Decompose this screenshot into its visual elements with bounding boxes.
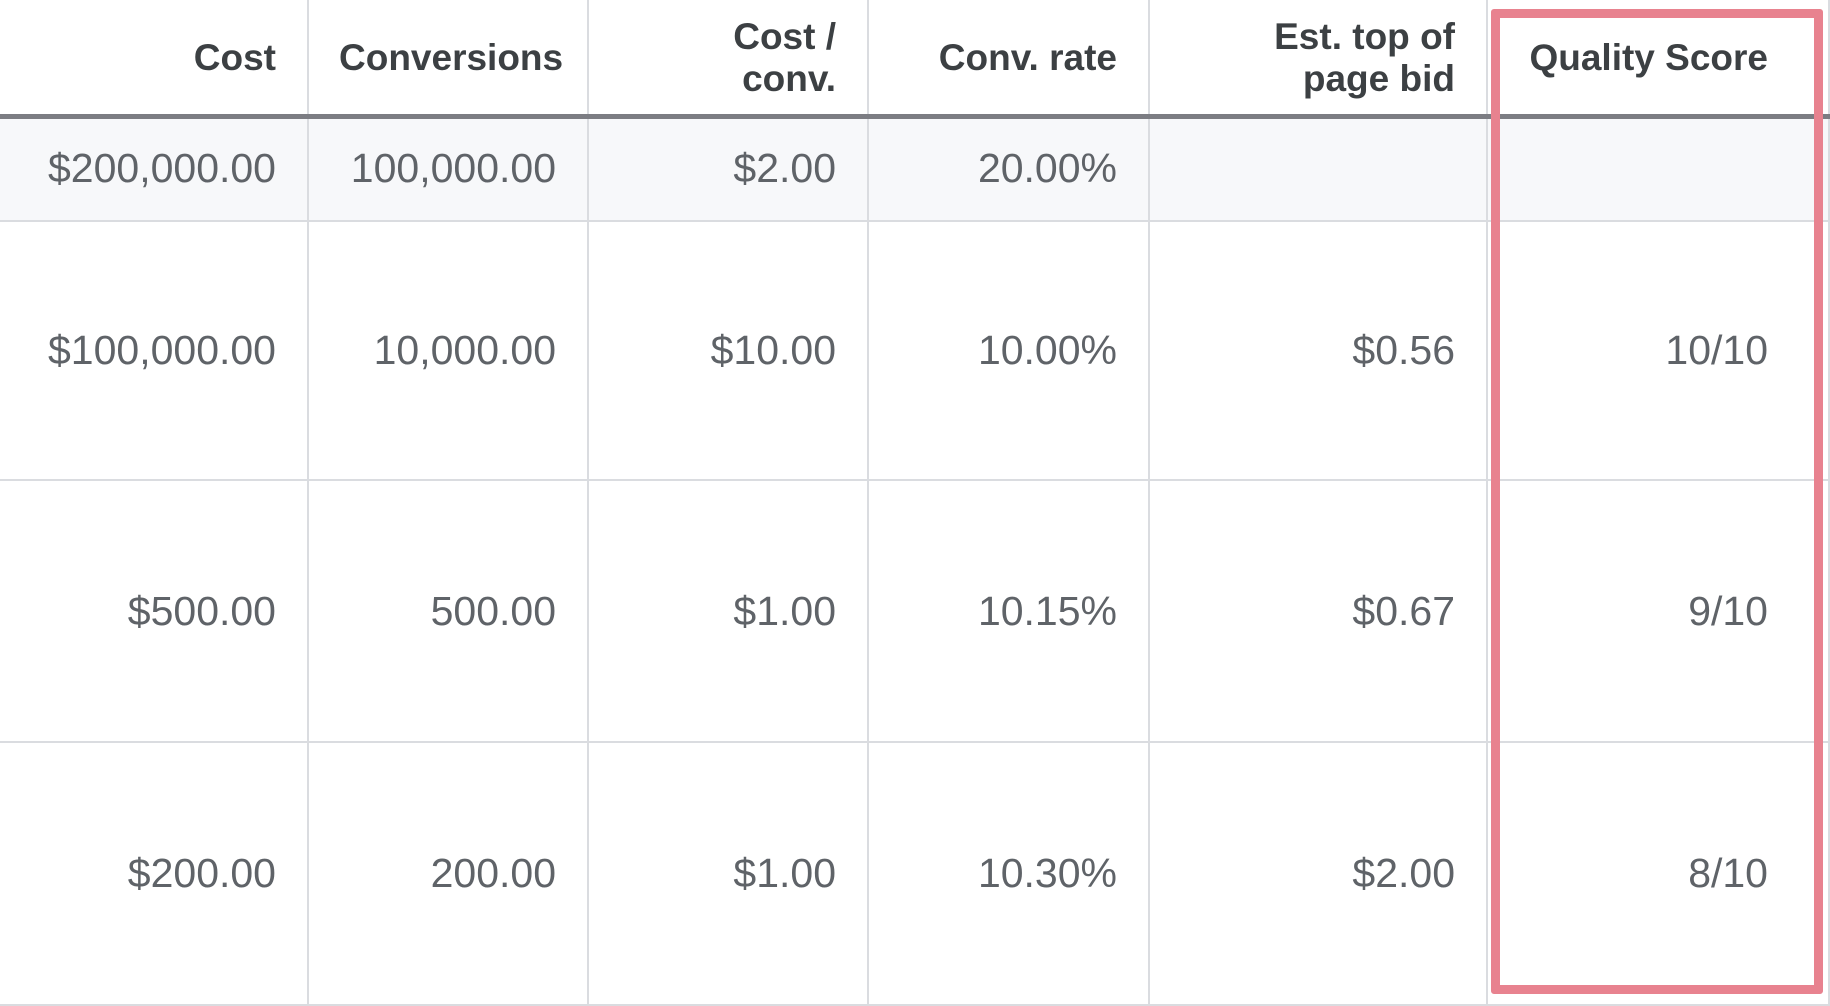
data-cell: $0.56 xyxy=(1150,222,1488,481)
data-cell: 10/10 xyxy=(1488,222,1830,481)
data-cell: 200.00 xyxy=(309,743,589,1006)
data-cell-text: $2.00 xyxy=(1352,850,1455,896)
column-header: Cost xyxy=(0,0,309,117)
data-cell-text: $1.00 xyxy=(733,850,836,896)
column-header-text: Conversions xyxy=(339,36,564,78)
data-cell-text: $0.67 xyxy=(1352,587,1455,634)
column-header-text: Conv. rate xyxy=(938,36,1117,78)
summary-cell: 20.00% xyxy=(869,117,1150,222)
highlight-box xyxy=(1491,9,1823,994)
data-cell-text: 500.00 xyxy=(430,587,556,634)
data-cell: 9/10 xyxy=(1488,481,1830,743)
summary-cell: $2.00 xyxy=(589,117,869,222)
data-cell: $1.00 xyxy=(589,743,869,1006)
data-cell: $0.67 xyxy=(1150,481,1488,743)
data-cell: 10.00% xyxy=(869,222,1150,481)
summary-cell-text: 100,000.00 xyxy=(350,145,556,191)
data-cell-text: $1.00 xyxy=(733,587,836,634)
data-cell: 10,000.00 xyxy=(309,222,589,481)
summary-cell-text: 20.00% xyxy=(977,145,1117,191)
data-cell-text: 10/10 xyxy=(1665,327,1768,373)
data-cell-text: $10.00 xyxy=(710,327,836,373)
data-cell: 10.15% xyxy=(869,481,1150,743)
column-header-text: Cost / conv. xyxy=(733,15,836,99)
column-header-text: Quality Score xyxy=(1529,36,1768,78)
summary-cell xyxy=(1488,117,1830,222)
data-cell-text: $0.56 xyxy=(1352,327,1455,373)
data-cell-text: 200.00 xyxy=(430,850,556,896)
data-cell: $2.00 xyxy=(1150,743,1488,1006)
column-header: Conv. rate xyxy=(869,0,1150,117)
data-cell-text: $500.00 xyxy=(127,587,276,634)
data-cell: $10.00 xyxy=(589,222,869,481)
data-cell: 500.00 xyxy=(309,481,589,743)
data-cell-text: $200.00 xyxy=(127,850,276,896)
data-cell: $200.00 xyxy=(0,743,309,1006)
column-header: Est. top of page bid xyxy=(1150,0,1488,117)
data-cell: 10.30% xyxy=(869,743,1150,1006)
summary-cell-text: $200,000.00 xyxy=(47,145,276,191)
data-cell: $500.00 xyxy=(0,481,309,743)
data-cell: $1.00 xyxy=(589,481,869,743)
summary-cell: 100,000.00 xyxy=(309,117,589,222)
column-header: Conversions xyxy=(309,0,589,117)
summary-cell: $200,000.00 xyxy=(0,117,309,222)
column-header: Cost / conv. xyxy=(589,0,869,117)
data-cell-text: 10.00% xyxy=(977,327,1117,373)
summary-cell xyxy=(1150,117,1488,222)
data-cell-text: $100,000.00 xyxy=(47,327,276,373)
data-cell-text: 10.15% xyxy=(977,587,1117,634)
column-header-text: Est. top of page bid xyxy=(1274,15,1455,99)
summary-cell-text: $2.00 xyxy=(733,145,836,191)
data-cell: 8/10 xyxy=(1488,743,1830,1006)
column-header-text: Cost xyxy=(193,36,276,78)
header-divider xyxy=(0,114,1830,119)
data-cell-text: 9/10 xyxy=(1688,587,1768,634)
data-cell-text: 10.30% xyxy=(977,850,1117,896)
data-cell-text: 8/10 xyxy=(1688,850,1768,896)
data-cell-text: 10,000.00 xyxy=(373,327,556,373)
data-cell: $100,000.00 xyxy=(0,222,309,481)
